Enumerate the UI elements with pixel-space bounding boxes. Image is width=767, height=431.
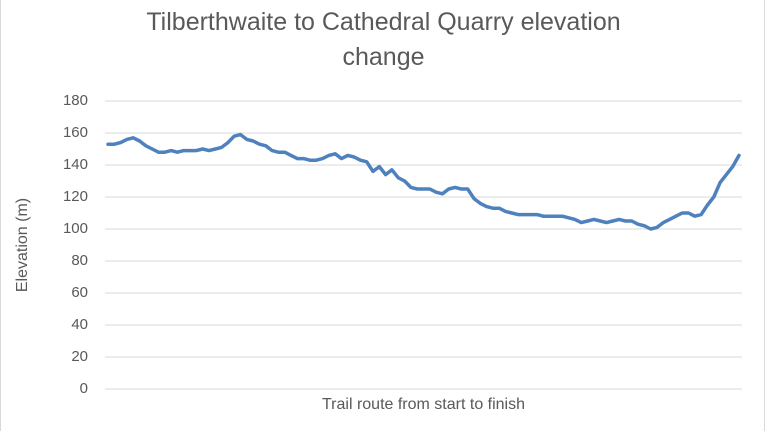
elevation-line xyxy=(106,132,741,231)
x-axis-label: Trail route from start to finish xyxy=(321,396,526,413)
chart-title-line-2: change xyxy=(342,43,425,71)
y-tick-0: 0 xyxy=(79,380,88,397)
y-tick-120: 120 xyxy=(62,188,88,205)
y-tick-160: 160 xyxy=(62,124,88,141)
y-tick-100: 100 xyxy=(62,220,88,237)
chart-title-line-1: Tilberthwaite to Cathedral Quarry elevat… xyxy=(146,8,621,36)
y-tick-180: 180 xyxy=(62,92,88,109)
y-tick-140: 140 xyxy=(62,156,88,173)
y-tick-20: 20 xyxy=(71,348,88,365)
y-tick-60: 60 xyxy=(71,284,88,301)
gridlines xyxy=(105,100,742,390)
y-tick-40: 40 xyxy=(71,316,88,333)
y-tick-80: 80 xyxy=(71,252,88,269)
